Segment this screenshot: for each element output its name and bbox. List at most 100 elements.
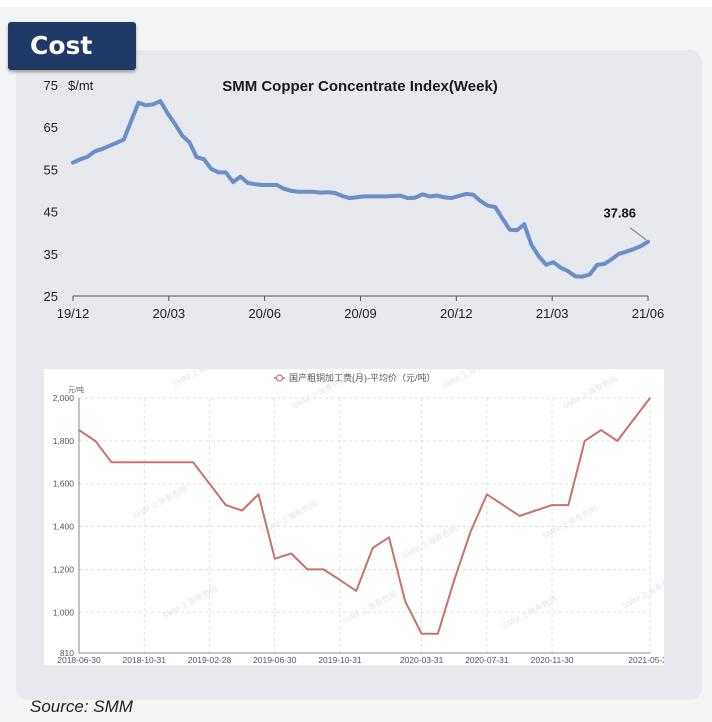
data-point xyxy=(501,217,503,219)
data-point xyxy=(378,195,380,197)
data-point xyxy=(306,568,309,571)
data-point xyxy=(261,184,263,186)
data-point xyxy=(290,190,292,192)
data-point xyxy=(420,632,423,635)
data-point xyxy=(385,195,387,197)
data-point xyxy=(399,195,402,197)
y-axis-unit-label: $/mt xyxy=(68,78,94,93)
data-point xyxy=(356,196,358,198)
y-tick-label: 2,000 xyxy=(53,393,75,403)
data-point xyxy=(469,531,472,533)
data-point xyxy=(560,267,562,269)
data-point xyxy=(414,197,416,199)
data-point xyxy=(458,195,460,197)
y-tick-label: 45 xyxy=(44,205,58,220)
data-point xyxy=(640,245,642,247)
data-point xyxy=(257,493,260,496)
data-point xyxy=(203,158,205,160)
x-tick-label: 21/06 xyxy=(632,306,665,321)
data-point xyxy=(355,590,358,592)
x-tick-label: 20/03 xyxy=(153,306,186,321)
data-point xyxy=(551,504,553,506)
chart-title: SMM Copper Concentrate Index(Week) xyxy=(222,78,498,95)
legend-marker xyxy=(275,374,284,382)
data-point xyxy=(552,261,555,263)
data-point xyxy=(472,194,474,196)
data-point xyxy=(611,258,613,260)
x-tick-label: 20/06 xyxy=(248,306,281,321)
data-point xyxy=(363,195,365,197)
y-tick-label: 1,600 xyxy=(53,479,75,489)
watermark-text: SMM 上海有色网 xyxy=(260,498,318,535)
data-point xyxy=(538,255,540,257)
data-point xyxy=(319,192,322,194)
data-point xyxy=(174,123,176,125)
data-point xyxy=(290,552,292,555)
y-tick-label: 65 xyxy=(44,120,58,135)
top-strip xyxy=(0,0,712,7)
data-point xyxy=(581,276,584,278)
data-point xyxy=(404,600,407,603)
watermark-text: SMM 上海有色网 xyxy=(400,523,458,560)
data-point xyxy=(502,504,505,506)
watermark-text: SMM 上海有色网 xyxy=(340,588,398,625)
data-point xyxy=(349,197,351,199)
data-point xyxy=(87,156,89,158)
data-point xyxy=(487,205,489,207)
y-tick-label: 35 xyxy=(44,247,58,262)
data-point xyxy=(388,536,390,539)
data-point xyxy=(225,504,227,506)
index-series-line xyxy=(71,99,650,279)
data-point xyxy=(339,579,341,581)
data-point xyxy=(443,196,445,198)
data-point xyxy=(632,248,635,250)
data-point xyxy=(116,142,118,144)
data-point xyxy=(450,197,453,199)
data-point xyxy=(159,461,162,464)
y-tick-label: 75 xyxy=(44,78,58,93)
processing-fee-chart: 国产粗铜加工费(月)-平均价（元/吨） 元/吨 810 1,000 1,200 1,400… xyxy=(53,369,664,665)
watermark-text: SMM 上海有色网 xyxy=(560,373,618,410)
data-point xyxy=(298,191,300,193)
x-tick-label: 2020-07-31 xyxy=(465,655,509,665)
data-point xyxy=(241,509,243,512)
data-point xyxy=(152,103,154,105)
data-point xyxy=(145,104,147,106)
data-point xyxy=(583,440,586,442)
data-point xyxy=(192,461,194,464)
data-point xyxy=(108,145,110,147)
data-point xyxy=(453,579,456,581)
data-point xyxy=(371,547,374,549)
data-point xyxy=(516,229,518,231)
data-point xyxy=(567,270,569,272)
data-point xyxy=(218,171,220,173)
copper-index-chart: SMM Copper Concentrate Index(Week) $/mt 25… xyxy=(44,78,665,321)
x-tick-label: 19/12 xyxy=(57,306,90,321)
data-point xyxy=(421,193,423,195)
data-point xyxy=(225,171,227,173)
data-point xyxy=(589,273,591,276)
data-point xyxy=(407,197,409,199)
x-tick-label: 2019-10-31 xyxy=(318,655,362,665)
data-point xyxy=(437,632,439,635)
x-tick-label: 2019-02-28 xyxy=(188,655,232,665)
data-point xyxy=(327,191,329,193)
data-point xyxy=(530,244,533,246)
data-point xyxy=(127,461,129,464)
data-point xyxy=(545,264,547,266)
data-point xyxy=(239,176,241,178)
data-point xyxy=(436,195,438,197)
data-point xyxy=(94,150,96,152)
y-tick-label: 25 xyxy=(44,289,58,304)
data-point xyxy=(79,158,81,160)
x-tick-label: 2019-06-30 xyxy=(253,655,297,665)
data-point xyxy=(283,188,285,190)
watermark-text: SMM 上海有色网 xyxy=(160,583,218,620)
data-point xyxy=(137,102,140,104)
data-point xyxy=(78,429,80,431)
data-point xyxy=(305,191,307,193)
watermark-text: SMM 上海有色网 xyxy=(440,369,498,391)
data-point xyxy=(523,223,525,225)
y-tick-label: 1,400 xyxy=(53,522,75,532)
data-point xyxy=(603,263,605,265)
